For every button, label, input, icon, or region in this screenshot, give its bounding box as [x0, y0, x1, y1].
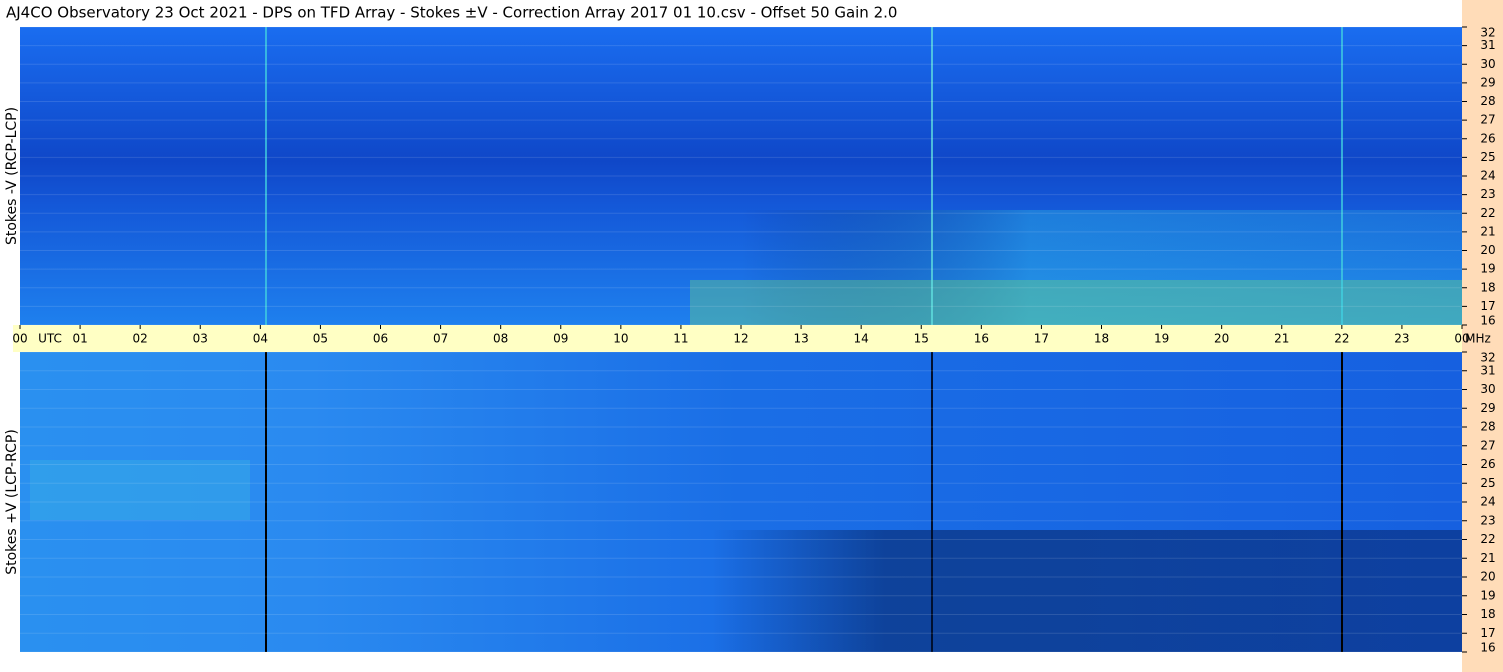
y-tick-label: 19: [1480, 262, 1495, 276]
y-tick-label: 21: [1480, 224, 1495, 238]
y-tick-label: 25: [1480, 150, 1495, 164]
x-tick-label: 07: [433, 332, 448, 346]
x-tick-label: 11: [673, 332, 688, 346]
y-tick-label: 31: [1480, 38, 1495, 52]
x-tick-label: 21: [1274, 332, 1289, 346]
y-tick-label: 31: [1480, 363, 1495, 377]
y-tick-label: 29: [1480, 401, 1495, 415]
x-tick-label: 20: [1214, 332, 1229, 346]
x-tick-label: 04: [253, 332, 268, 346]
y-tick-label: 22: [1480, 206, 1495, 220]
y-tick-label: 28: [1480, 94, 1495, 108]
y-tick-label: 16: [1480, 641, 1495, 655]
x-tick-label: 10: [613, 332, 628, 346]
y-tick-label: 24: [1480, 169, 1495, 183]
panel-label: Stokes +V (LCP-RCP): [4, 429, 20, 575]
x-tick-label: 02: [133, 332, 148, 346]
x-tick-label: 05: [313, 332, 328, 346]
y-tick-label: 32: [1480, 26, 1495, 40]
x-tick-label: 13: [793, 332, 808, 346]
y-tick-label: 30: [1480, 57, 1495, 71]
chart-title: AJ4CO Observatory 23 Oct 2021 - DPS on T…: [6, 4, 897, 22]
time-axis-strip: [13, 325, 1462, 352]
y-tick-label: 17: [1480, 299, 1495, 313]
x-tick-label: 08: [493, 332, 508, 346]
y-unit: MHz: [1465, 332, 1491, 346]
x-tick-label: 17: [1034, 332, 1049, 346]
x-tick-label: 22: [1334, 332, 1349, 346]
x-tick-label: 06: [373, 332, 388, 346]
y-tick-label: 21: [1480, 551, 1495, 565]
y-tick-label: 18: [1480, 280, 1495, 294]
y-tick-label: 20: [1480, 570, 1495, 584]
y-tick-label: 23: [1480, 513, 1495, 527]
bottom-glow: [30, 460, 250, 520]
x-tick-label: 15: [914, 332, 929, 346]
x-tick-label: 18: [1094, 332, 1109, 346]
freq-axis-strip: [1462, 0, 1503, 672]
y-tick-label: 26: [1480, 131, 1495, 145]
y-tick-label: 32: [1480, 351, 1495, 365]
y-tick-label: 24: [1480, 495, 1495, 509]
x-tick-label: 01: [72, 332, 87, 346]
top-burst: [690, 280, 1462, 325]
y-tick-label: 25: [1480, 476, 1495, 490]
y-tick-label: 16: [1480, 314, 1495, 328]
panel-label: Stokes -V (RCP-LCP): [4, 107, 20, 245]
y-tick-label: 19: [1480, 588, 1495, 602]
x-tick-label: 12: [733, 332, 748, 346]
x-tick-label: 00: [12, 332, 27, 346]
x-tick-label: 03: [193, 332, 208, 346]
y-tick-label: 26: [1480, 457, 1495, 471]
x-tick-label: 14: [854, 332, 869, 346]
bottom-activity: [20, 530, 1462, 652]
y-tick-label: 20: [1480, 243, 1495, 257]
x-tick-label: 16: [974, 332, 989, 346]
y-tick-label: 23: [1480, 187, 1495, 201]
x-tick-label: 19: [1154, 332, 1169, 346]
y-tick-label: 27: [1480, 113, 1495, 127]
x-unit: UTC: [38, 332, 62, 346]
y-tick-label: 18: [1480, 607, 1495, 621]
x-tick-label: 09: [553, 332, 568, 346]
y-tick-label: 30: [1480, 382, 1495, 396]
y-tick-label: 22: [1480, 532, 1495, 546]
x-tick-label: 00: [1454, 332, 1469, 346]
y-tick-label: 17: [1480, 626, 1495, 640]
y-tick-label: 28: [1480, 420, 1495, 434]
x-tick-label: 23: [1394, 332, 1409, 346]
y-tick-label: 27: [1480, 438, 1495, 452]
top-activity: [20, 210, 1462, 325]
y-tick-label: 29: [1480, 75, 1495, 89]
